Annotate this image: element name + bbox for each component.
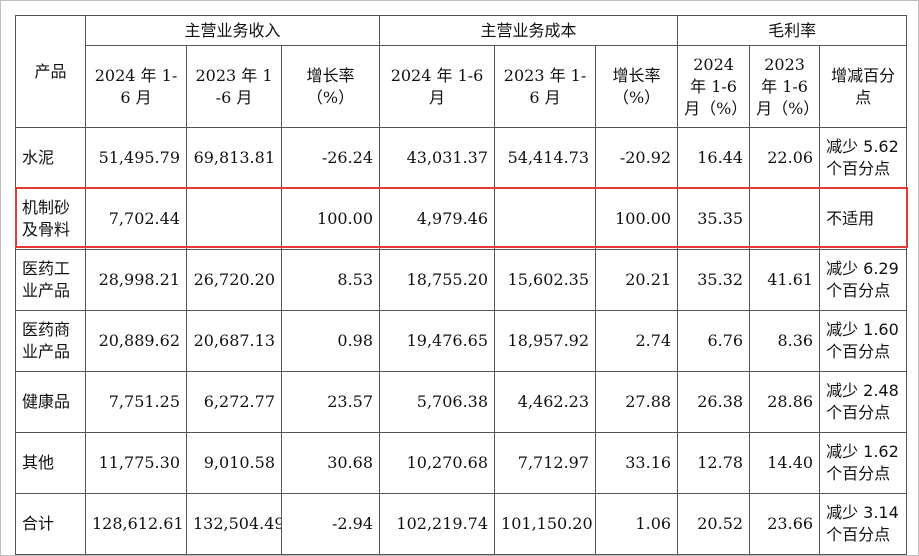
cell-cost-2023: 7,712.97 <box>494 432 597 494</box>
cell-cost-growth: 33.16 <box>595 432 679 494</box>
financial-table: 产品 主营业务收入 主营业务成本 毛利率 2024 年 1-6 月 2023 年… <box>15 15 908 555</box>
cell-gm-change: 减少 5.62 个百分点 <box>819 127 908 189</box>
table-row: 合计 128,612.61 132,504.49 -2.94 102,219.7… <box>15 493 908 555</box>
cell-cost-growth: 2.74 <box>595 310 679 372</box>
header-cost-growth: 增长率（%） <box>595 45 679 128</box>
table-row: 医药工业产品 28,998.21 26,720.20 8.53 18,755.2… <box>15 249 908 311</box>
cell-gm-2024: 35.32 <box>677 249 751 311</box>
cell-cost-2024: 102,219.74 <box>379 493 496 555</box>
header-cost-2024: 2024 年 1-6 月 <box>379 45 496 128</box>
cell-rev-2023: 20,687.13 <box>186 310 282 372</box>
cell-gm-2024: 6.76 <box>677 310 751 372</box>
table-row: 健康品 7,751.25 6,272.77 23.57 5,706.38 4,4… <box>15 371 908 433</box>
cell-rev-2024: 7,702.44 <box>85 188 187 250</box>
cell-gm-change: 减少 1.62 个百分点 <box>819 432 908 494</box>
cell-cost-2024: 19,476.65 <box>379 310 496 372</box>
header-product: 产品 <box>15 15 86 128</box>
cell-cost-2024: 43,031.37 <box>379 127 496 189</box>
cell-rev-2023: 6,272.77 <box>186 371 282 433</box>
cell-rev-growth: 100.00 <box>280 188 381 250</box>
cell-rev-2023: 26,720.20 <box>186 249 282 311</box>
cell-gm-2023: 28.86 <box>749 371 821 433</box>
cell-rev-2024: 7,751.25 <box>85 371 187 433</box>
header-cost-group: 主营业务成本 <box>379 15 679 46</box>
cell-cost-2024: 10,270.68 <box>379 432 496 494</box>
cell-product: 其他 <box>15 432 86 494</box>
cell-rev-growth: -2.94 <box>280 493 381 555</box>
cell-gm-2024: 20.52 <box>677 493 751 555</box>
cell-rev-2024: 128,612.61 <box>85 493 187 555</box>
cell-rev-growth: 0.98 <box>280 310 381 372</box>
cell-gm-2023: 41.61 <box>749 249 821 311</box>
cell-cost-2023 <box>494 188 597 250</box>
cell-product: 水泥 <box>15 127 86 189</box>
header-revenue-group: 主营业务收入 <box>84 15 381 46</box>
header-gm-change: 增减百分点 <box>819 45 908 128</box>
cell-cost-growth: 20.21 <box>595 249 679 311</box>
cell-product: 医药工业产品 <box>15 249 86 311</box>
cell-rev-2024: 51,495.79 <box>85 127 187 189</box>
table-row: 机制砂及骨料 7,702.44 100.00 4,979.46 100.00 3… <box>15 188 908 250</box>
cell-rev-2024: 20,889.62 <box>85 310 187 372</box>
header-gm-2023: 2023 年 1-6 月（%） <box>749 45 821 128</box>
cell-rev-growth: 23.57 <box>280 371 381 433</box>
cell-cost-2024: 5,706.38 <box>379 371 496 433</box>
header-rev-growth: 增长率（%） <box>280 45 381 128</box>
cell-rev-2024: 11,775.30 <box>85 432 187 494</box>
cell-product: 医药商业产品 <box>15 310 86 372</box>
cell-rev-growth: 8.53 <box>280 249 381 311</box>
cell-cost-growth: 27.88 <box>595 371 679 433</box>
cell-gm-2024: 26.38 <box>677 371 751 433</box>
cell-gm-2023: 8.36 <box>749 310 821 372</box>
cell-cost-growth: 1.06 <box>595 493 679 555</box>
cell-rev-2023: 69,813.81 <box>186 127 282 189</box>
cell-rev-2024: 28,998.21 <box>85 249 187 311</box>
table-row: 水泥 51,495.79 69,813.81 -26.24 43,031.37 … <box>15 127 908 189</box>
cell-cost-2023: 18,957.92 <box>494 310 597 372</box>
cell-rev-2023 <box>186 188 282 250</box>
cell-gm-2023: 22.06 <box>749 127 821 189</box>
cell-gm-change: 不适用 <box>819 188 908 250</box>
cell-rev-growth: 30.68 <box>280 432 381 494</box>
cell-rev-2023: 9,010.58 <box>186 432 282 494</box>
cell-product: 健康品 <box>15 371 86 433</box>
cell-cost-growth: 100.00 <box>595 188 679 250</box>
cell-gm-change: 减少 2.48 个百分点 <box>819 371 908 433</box>
cell-cost-2023: 15,602.35 <box>494 249 597 311</box>
cell-gm-2024: 12.78 <box>677 432 751 494</box>
cell-rev-growth: -26.24 <box>280 127 381 189</box>
cell-gm-2023: 14.40 <box>749 432 821 494</box>
cell-gm-2024: 16.44 <box>677 127 751 189</box>
cell-gm-2024: 35.35 <box>677 188 751 250</box>
header-gm-2024: 2024 年 1-6 月（%） <box>677 45 751 128</box>
cell-gm-change: 减少 1.60 个百分点 <box>819 310 908 372</box>
cell-cost-2024: 18,755.20 <box>379 249 496 311</box>
table-row: 医药商业产品 20,889.62 20,687.13 0.98 19,476.6… <box>15 310 908 372</box>
cell-product: 合计 <box>15 493 86 555</box>
cell-cost-2023: 101,150.20 <box>494 493 597 555</box>
cell-product: 机制砂及骨料 <box>15 188 86 250</box>
header-rev-2024: 2024 年 1-6 月 <box>85 45 187 128</box>
cell-cost-2024: 4,979.46 <box>379 188 496 250</box>
cell-gm-2023 <box>749 188 821 250</box>
header-cost-2023: 2023 年 1-6 月 <box>494 45 597 128</box>
table-row: 其他 11,775.30 9,010.58 30.68 10,270.68 7,… <box>15 432 908 494</box>
cell-rev-2023: 132,504.49 <box>186 493 282 555</box>
cell-gm-change: 减少 6.29 个百分点 <box>819 249 908 311</box>
header-rev-2023: 2023 年 1-6 月 <box>186 45 282 128</box>
cell-cost-2023: 4,462.23 <box>494 371 597 433</box>
cell-gm-change: 减少 3.14 个百分点 <box>819 493 908 555</box>
cell-cost-2023: 54,414.73 <box>494 127 597 189</box>
cell-gm-2023: 23.66 <box>749 493 821 555</box>
header-margin-group: 毛利率 <box>677 15 908 46</box>
cell-cost-growth: -20.92 <box>595 127 679 189</box>
